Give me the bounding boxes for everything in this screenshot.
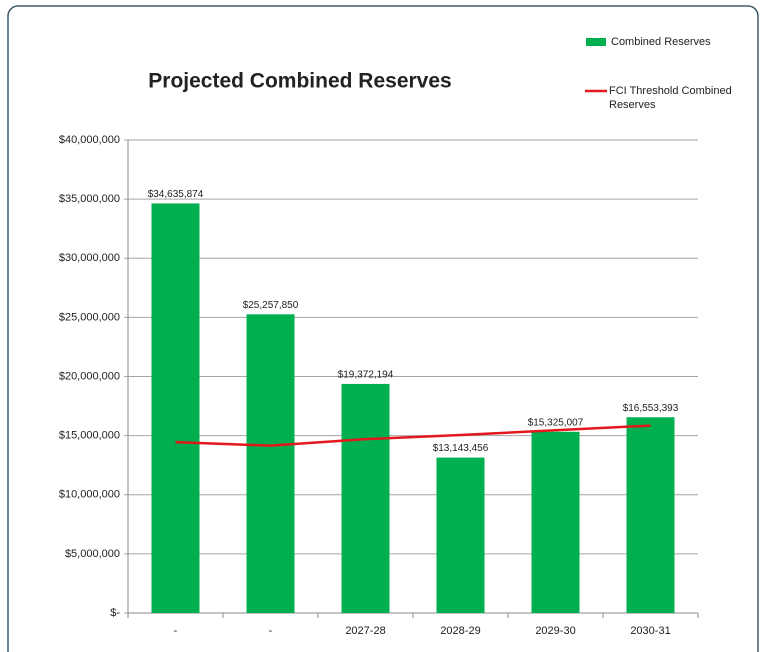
y-tick-label: $10,000,000 bbox=[59, 489, 120, 501]
legend-label: FCI Threshold Combined Reserves bbox=[609, 85, 732, 111]
x-tick-label: 2027-28 bbox=[345, 625, 385, 637]
y-tick-label: $- bbox=[110, 607, 120, 619]
x-tick-label: - bbox=[174, 625, 178, 637]
y-tick-label: $40,000,000 bbox=[59, 134, 120, 146]
x-tick-label: 2028-29 bbox=[440, 625, 480, 637]
bar bbox=[531, 431, 580, 613]
bar bbox=[436, 457, 485, 613]
y-tick-label: $25,000,000 bbox=[59, 311, 120, 323]
x-tick-label: - bbox=[269, 625, 273, 637]
data-label: $16,553,393 bbox=[623, 403, 679, 414]
bar bbox=[626, 417, 675, 613]
legend-label: Combined Reserves bbox=[611, 36, 711, 48]
data-label: $15,325,007 bbox=[528, 417, 584, 428]
bar bbox=[151, 203, 200, 613]
bar bbox=[246, 314, 295, 613]
x-tick-label: 2029-30 bbox=[535, 625, 575, 637]
y-tick-label: $35,000,000 bbox=[59, 193, 120, 205]
data-label: $13,143,456 bbox=[433, 443, 489, 454]
y-tick-label: $20,000,000 bbox=[59, 370, 120, 382]
legend-swatch bbox=[586, 38, 606, 46]
line bbox=[175, 424, 651, 447]
bar bbox=[341, 383, 390, 613]
y-tick-label: $30,000,000 bbox=[59, 252, 120, 264]
data-label: $19,372,194 bbox=[338, 370, 394, 381]
y-tick-label: $15,000,000 bbox=[59, 430, 120, 442]
data-label: $34,635,874 bbox=[148, 189, 204, 200]
chart-title: Projected Combined Reserves bbox=[148, 70, 451, 93]
x-tick-label: 2030-31 bbox=[630, 625, 670, 637]
data-label: $25,257,850 bbox=[243, 300, 299, 311]
y-tick-label: $5,000,000 bbox=[65, 548, 120, 560]
